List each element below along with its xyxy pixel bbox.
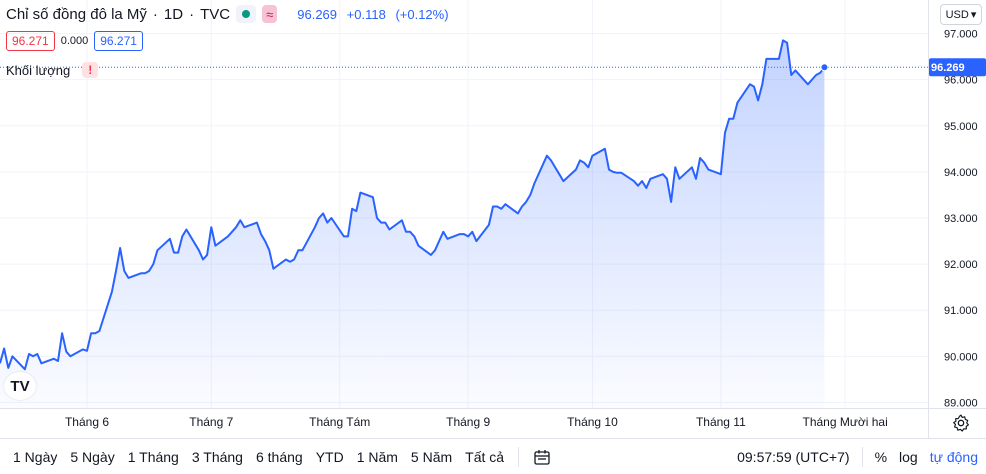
symbol-legend: Chỉ số đồng đô la Mỹ · 1D · TVC ≈ 96.269… [6,5,455,23]
last-point-marker [820,63,829,72]
data-delay-icon[interactable]: ≈ [262,5,278,23]
range-button-3m[interactable]: 3 Tháng [191,448,243,465]
x-tick-label: Tháng Mười hai [803,415,888,429]
legend-separator: · [152,5,158,23]
bottom-toolbar: 1 Ngày 5 Ngày 1 Tháng 3 Tháng 6 tháng YT… [0,438,986,474]
range-button-5d[interactable]: 5 Ngày [70,448,115,465]
x-tick-label: Tháng 6 [65,415,109,429]
current-price-tag [929,58,986,77]
y-tick-label: 96.000 [944,75,978,87]
price-change-percent: (+0.12%) [395,6,449,22]
y-tick-label: 93.000 [944,213,978,225]
x-tick-label: Tháng 7 [189,415,233,429]
percent-toggle[interactable]: % [874,448,888,465]
market-open-dot-icon [242,10,251,18]
exchange-label: TVC [200,5,231,23]
price-change: +0.118 [346,6,386,22]
tradingview-logo-icon[interactable]: TV [4,372,36,400]
x-tick-label: Tháng 10 [567,415,618,429]
y-tick-label: 89.000 [944,397,978,409]
gear-icon[interactable] [951,413,971,433]
y-tick-label: 90.000 [944,351,978,363]
ask-price-box[interactable]: 96.271 [94,31,143,51]
x-tick-label: Tháng Tám [309,415,370,429]
y-tick-label: 94.000 [944,167,978,179]
series-area-fill [0,40,825,409]
last-price: 96.269 [297,6,338,22]
quote-row: 96.271 0.000 96.271 [6,31,143,51]
volume-legend: Khối lượng ! [6,62,99,78]
legend-values: 96.269 +0.118 (+0.12%) [297,7,454,22]
toolbar-divider [861,446,863,467]
y-tick-label: 92.000 [944,259,978,271]
y-tick-label: 97.000 [944,29,978,41]
x-tick-label: Tháng 9 [446,415,490,429]
currency-selector-button[interactable]: USD ▾ [940,4,982,25]
chevron-down-icon: ▾ [970,9,977,21]
legend-separator: · [189,5,195,23]
y-tick-label: 95.000 [944,121,978,133]
toolbar-right-group: 09:57:59 (UTC+7) % log tự động [737,439,978,474]
log-toggle[interactable]: log [899,448,918,465]
range-button-ytd[interactable]: YTD [315,448,344,465]
autoscale-toggle[interactable]: tự động [929,448,978,465]
series-line [0,39,826,371]
interval-label[interactable]: 1D [163,5,184,23]
range-button-all[interactable]: Tất cả [465,448,505,465]
calendar-icon[interactable] [533,448,551,466]
range-button-1m[interactable]: 1 Tháng [127,448,179,465]
volume-label: Khối lượng [6,62,71,78]
x-tick-label: Tháng 11 [696,415,746,429]
y-tick-label: 91.000 [944,305,978,317]
currency-label: USD [945,8,969,21]
range-button-5y[interactable]: 5 Năm [410,448,453,465]
range-button-1y[interactable]: 1 Năm [356,448,398,465]
current-price-label: 96.269 [931,62,965,74]
range-button-6m[interactable]: 6 tháng [255,448,303,465]
market-status-badge[interactable] [236,5,257,23]
toolbar-divider [518,446,520,467]
spread-value: 0.000 [60,35,89,47]
volume-warning-icon[interactable]: ! [82,62,99,78]
clock-timezone[interactable]: 09:57:59 (UTC+7) [737,448,850,465]
symbol-name[interactable]: Chỉ số đồng đô la Mỹ [6,5,147,23]
price-chart[interactable]: 89.000 90.000 91.000 92.000 93.000 94.000 95.0… [0,0,986,438]
bid-price-box[interactable]: 96.271 [6,31,55,51]
range-button-1d[interactable]: 1 Ngày [13,448,58,465]
